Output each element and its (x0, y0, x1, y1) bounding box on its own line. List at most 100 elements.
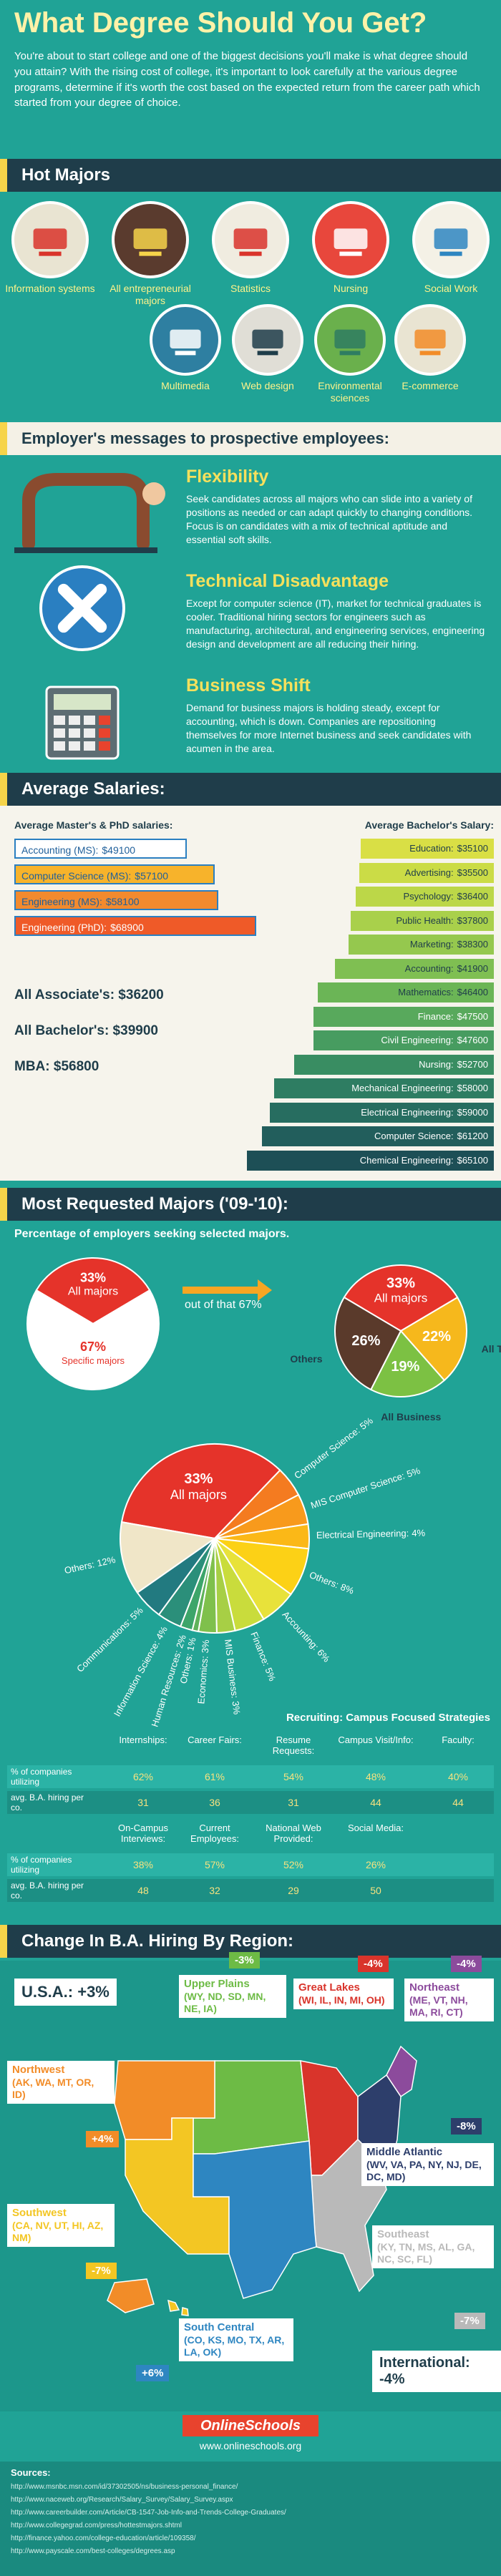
table-header: Career Fairs: (188, 1735, 242, 1745)
salary-bar: Civil Engineering: $47600 (313, 1030, 494, 1050)
region-box: Upper Plains (WY, ND, SD, MN, NE, IA) (179, 1975, 286, 2018)
region-states: (CA, NV, UT, HI, AZ, NM) (12, 2220, 104, 2243)
flexibility-icon (22, 473, 150, 550)
bar-label: Accounting (MS): (21, 844, 99, 856)
table-title: Recruiting: Campus Focused Strategies (286, 1712, 490, 1724)
major-icon-detail (170, 329, 201, 348)
pie-label: Others (290, 1353, 322, 1365)
message-text: Demand for business majors is holding st… (186, 702, 472, 754)
bar-value: $41900 (457, 962, 488, 974)
pie-label: All majors (170, 1488, 227, 1502)
major-icon-detail (175, 351, 196, 356)
salary-bar: Mathematics: $46400 (318, 982, 494, 1002)
pie-label-value: 5% (263, 1667, 278, 1683)
bar-label: Advertising: (404, 867, 454, 878)
flexibility-icon (142, 482, 165, 505)
table-cell: 26% (365, 1859, 386, 1870)
overall-salary: All Associate's: $36200 (14, 987, 164, 1002)
bar-value: $65100 (457, 1154, 488, 1166)
arrow (183, 1279, 272, 1301)
row-label: % of companies utilizing (11, 1855, 72, 1875)
bar-label: Engineering (PhD): (21, 922, 107, 933)
table-cell: 61% (204, 1771, 225, 1782)
region-states: (AK, WA, MT, OR, ID) (12, 2077, 94, 2100)
business-icon (84, 728, 95, 738)
major-icon-detail (33, 228, 67, 249)
major-icon-detail (414, 329, 446, 348)
bar-value: $61200 (457, 1131, 488, 1141)
table-header: Faculty: (442, 1735, 475, 1745)
source: http://www.payscale.com/best-colleges/de… (11, 2547, 175, 2555)
table-cell: 48 (137, 1885, 149, 1896)
table-header: Campus Visit/Info: (338, 1735, 414, 1745)
major-icon-detail (434, 228, 468, 249)
bar-value: $59000 (457, 1106, 488, 1118)
source: http://www.naceweb.org/Research/Salary_S… (11, 2496, 233, 2504)
pie-value-label: 26% (351, 1333, 380, 1349)
table-cell: 62% (132, 1771, 154, 1782)
salary-bar: Chemical Engineering: $65100 (246, 1150, 494, 1171)
bar-value: $58100 (105, 896, 140, 907)
business-icon (84, 741, 95, 751)
region-box: Northwest (AK, WA, MT, OR, ID) (7, 2061, 115, 2104)
bar-label: Engineering (MS): (21, 896, 102, 907)
connector-text: out of that 67% (185, 1299, 262, 1311)
pie-value-label: 33% (386, 1275, 415, 1291)
sources-background (0, 2462, 501, 2576)
overall-salary: All Bachelor's: $39900 (14, 1023, 158, 1038)
pie-label-value: 4% (412, 1528, 426, 1538)
source: http://www.msnbc.msn.com/id/37302505/ns/… (11, 2483, 238, 2491)
region-name: Southeast (377, 2228, 429, 2240)
salary-bar: Computer Science: $61200 (261, 1126, 494, 1146)
table-header: Resume Requests: (272, 1735, 315, 1756)
table-cell: 48% (365, 1771, 386, 1782)
table-header: National Web Provided: (266, 1823, 321, 1844)
pie-label-value: 2% (174, 1633, 188, 1649)
map-region (193, 2140, 317, 2299)
bar-value: $49100 (102, 844, 136, 856)
source: http://finance.yahoo.com/college-educati… (11, 2534, 196, 2542)
section-heading: Most Requested Majors ('09-'10): (0, 1188, 501, 1221)
map-region (181, 2307, 189, 2316)
region-change: -7% (86, 2263, 117, 2279)
table-header: On-Campus Interviews: (117, 1823, 169, 1844)
major-label: Information systems (5, 283, 95, 294)
bar-value: $52700 (457, 1058, 488, 1070)
pie-slice (26, 1289, 160, 1390)
message-title: Technical Disadvantage (186, 571, 389, 591)
bar-label: Civil Engineering: (381, 1035, 454, 1045)
pie-label-name: Economics: (196, 1656, 210, 1704)
table-cell: 50 (370, 1885, 381, 1896)
table-cell: 38% (132, 1859, 154, 1870)
bar-label: Psychology: (403, 891, 454, 902)
pie-label-value: 1% (185, 1636, 199, 1652)
region-states: (ME, VT, NH, MA, RI, CT) (409, 1994, 468, 2018)
major-icon-detail (334, 228, 368, 249)
salary-bar: Accounting: $41900 (334, 958, 494, 979)
region-change: +6% (136, 2365, 170, 2381)
map-region (107, 2278, 155, 2313)
business-icon (99, 741, 110, 751)
major-label: All entrepreneurial majors (110, 283, 191, 306)
major-label: Environmental sciences (318, 380, 382, 404)
region-states: (WY, ND, SD, MN, NE, IA) (184, 1991, 266, 2014)
pie-label-name: Electrical Engineering: (316, 1528, 409, 1541)
salary-bar: Education: $35100 (360, 839, 494, 859)
pie-value-label: 22% (422, 1329, 451, 1345)
table-cell: 44 (370, 1797, 381, 1808)
bar-label: Nursing: (419, 1058, 454, 1070)
pie-slice (120, 1443, 281, 1540)
table-cell: 29 (288, 1885, 299, 1896)
flexibility-icon (14, 547, 157, 553)
bar-label: Finance: (417, 1010, 454, 1022)
message-title: Flexibility (186, 467, 269, 487)
region-states: (WI, IL, IN, MI, OH) (298, 1994, 385, 2006)
major-icon-detail (339, 251, 362, 256)
salary-bar: Engineering (PhD): $68900 (14, 916, 256, 936)
major-icon-detail (139, 251, 162, 256)
bar-value: $58000 (457, 1083, 488, 1093)
map-region (167, 2299, 180, 2312)
region-name: Middle Atlantic (366, 2146, 443, 2158)
business-icon (84, 716, 95, 725)
